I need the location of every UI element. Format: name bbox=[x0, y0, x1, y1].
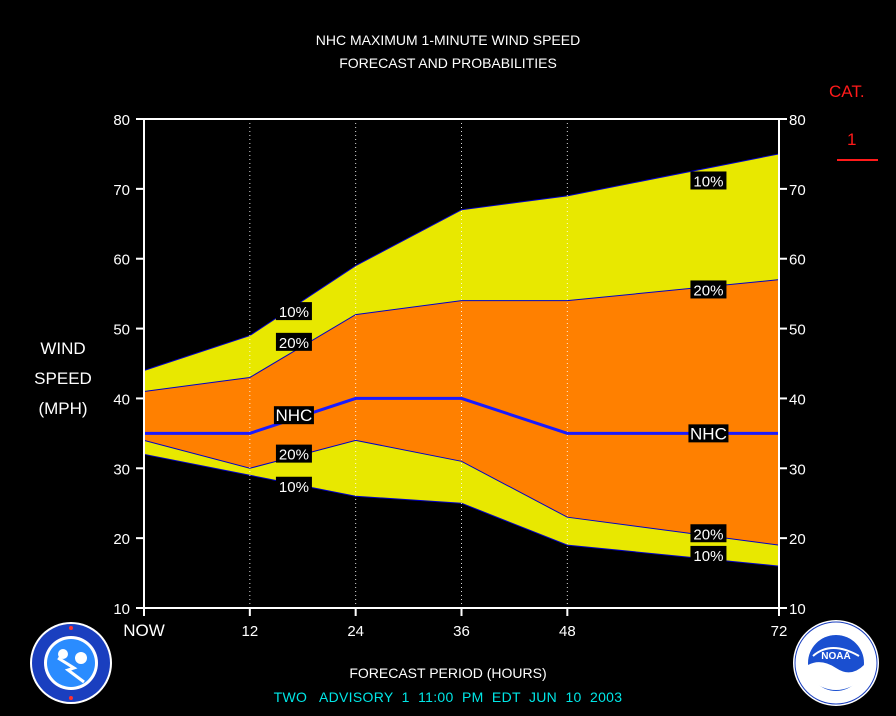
series-label: 10% bbox=[279, 304, 309, 321]
series-label-bg bbox=[690, 524, 727, 543]
nws-logo bbox=[30, 622, 112, 704]
series-label-bg bbox=[690, 545, 727, 564]
x-tick-label: NOW bbox=[123, 621, 165, 640]
noaa-logo: NOAA bbox=[793, 620, 879, 706]
category-marker bbox=[837, 159, 878, 161]
series-label-bg bbox=[275, 302, 312, 321]
y-tick-label-right: 50 bbox=[789, 322, 806, 339]
chart-title-line1: NHC MAXIMUM 1-MINUTE WIND SPEED bbox=[315, 32, 581, 48]
series-label: 10% bbox=[279, 479, 309, 496]
y-tick-label-right: 10 bbox=[789, 601, 806, 618]
series-label: 20% bbox=[693, 526, 723, 543]
series-label-bg bbox=[275, 332, 312, 351]
series-label-bg bbox=[688, 424, 729, 443]
series-label-bg bbox=[275, 444, 312, 463]
y-axis-title-line2: SPEED bbox=[34, 369, 92, 388]
series-label-bg bbox=[273, 406, 314, 425]
x-tick-label: 72 bbox=[771, 623, 788, 640]
y-axis-title-line1: WIND bbox=[40, 339, 86, 358]
series-upper-20pct-line bbox=[143, 279, 780, 392]
x-tick-label: 48 bbox=[559, 623, 576, 640]
category-label: CAT. bbox=[829, 82, 865, 101]
x-tick-label: 36 bbox=[453, 623, 470, 640]
chart-title-line2: FORECAST AND PROBABILITIES bbox=[339, 55, 557, 71]
series-label-bg bbox=[275, 476, 312, 495]
band-20pct bbox=[144, 279, 779, 546]
y-tick-label-left: 40 bbox=[113, 391, 130, 408]
series-upper-10pct-line bbox=[143, 153, 780, 371]
series-lower-10pct-line bbox=[143, 453, 780, 567]
series-label-bg bbox=[690, 280, 727, 299]
y-tick-label-right: 30 bbox=[789, 461, 806, 478]
series-label-bg bbox=[690, 171, 727, 190]
y-tick-label-right: 40 bbox=[789, 391, 806, 408]
advisory-line: TWO ADVISORY 1 11:00 PM EDT JUN 10 2003 bbox=[273, 689, 623, 705]
y-tick-label-right: 80 bbox=[789, 112, 806, 129]
y-tick-label-left: 20 bbox=[113, 531, 130, 548]
y-tick-label-left: 10 bbox=[113, 601, 130, 618]
series-label: 10% bbox=[693, 173, 723, 190]
x-tick-label: 12 bbox=[241, 623, 258, 640]
x-axis-title: FORECAST PERIOD (HOURS) bbox=[349, 665, 547, 681]
series-label: 10% bbox=[693, 548, 723, 565]
y-tick-label-left: 80 bbox=[113, 112, 130, 129]
category-value: 1 bbox=[847, 130, 857, 149]
y-tick-label-right: 60 bbox=[789, 252, 806, 269]
x-tick-label: 24 bbox=[347, 623, 364, 640]
y-tick-label-left: 30 bbox=[113, 461, 130, 478]
y-tick-label-left: 60 bbox=[113, 252, 130, 269]
series-label: 20% bbox=[279, 447, 309, 464]
series-lower-20pct-line bbox=[143, 439, 780, 546]
series-label: 20% bbox=[279, 335, 309, 352]
series-nhc-line bbox=[144, 396, 779, 435]
series-label: 20% bbox=[693, 282, 723, 299]
y-tick-label-left: 70 bbox=[113, 182, 130, 199]
series-label: NHC bbox=[276, 406, 313, 425]
svg-text:NOAA: NOAA bbox=[821, 651, 850, 662]
y-tick-label-right: 20 bbox=[789, 531, 806, 548]
y-tick-label-left: 50 bbox=[113, 322, 130, 339]
y-tick-label-right: 70 bbox=[789, 182, 806, 199]
y-axis-title-line3: (MPH) bbox=[38, 399, 88, 418]
series-label: NHC bbox=[690, 424, 727, 443]
